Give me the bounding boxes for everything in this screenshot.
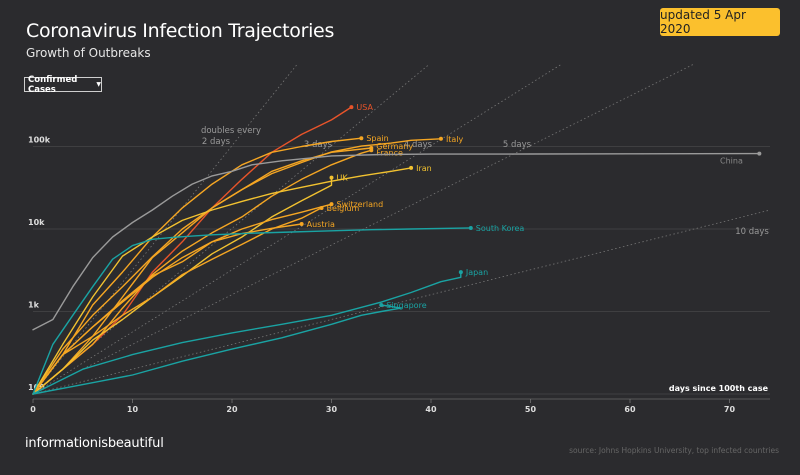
y-tick-label: 10k — [28, 218, 45, 227]
guide-label: 3 days — [304, 140, 333, 150]
series-label: Iran — [416, 164, 432, 173]
series-line-germany — [32, 147, 372, 395]
page-subtitle: Growth of Outbreaks — [26, 46, 151, 60]
x-tick-label: 0 — [30, 405, 36, 414]
guide-label: 10 days — [735, 227, 769, 237]
doubling-guide — [32, 209, 771, 395]
series-line-france — [32, 149, 372, 395]
series-end-point — [329, 202, 334, 207]
series-end-point — [468, 225, 473, 230]
source-note: source: Johns Hopkins University, top in… — [569, 446, 779, 455]
series-line-uk — [32, 176, 333, 395]
series-label: Japan — [465, 268, 488, 277]
updated-badge: updated 5 Apr 2020 — [660, 8, 780, 36]
series-line-singapore — [32, 304, 402, 395]
series-end-point — [349, 105, 354, 110]
guide-label: doubles every — [201, 126, 261, 136]
series-label: Germany — [376, 142, 413, 151]
series-end-point — [409, 165, 414, 170]
brand-logo: informationisbeautiful — [25, 436, 164, 451]
doubling-guide — [32, 63, 695, 395]
chevron-down-icon: ▼ — [96, 81, 101, 88]
series-label: Belgium — [327, 204, 360, 213]
y-tick-label: 100k — [28, 136, 51, 145]
series-end-point — [757, 151, 762, 156]
series-line-south-korea — [32, 227, 472, 395]
series-line-iran — [32, 167, 412, 395]
series-end-point — [379, 302, 384, 307]
page-title: Coronavirus Infection Trajectories — [26, 20, 335, 42]
x-tick-label: 60 — [624, 405, 636, 414]
series-label: Spain — [366, 134, 388, 143]
series-label: UK — [337, 174, 349, 183]
series-label: France — [376, 148, 403, 157]
series-end-point — [369, 148, 374, 153]
series-label: Italy — [446, 135, 464, 144]
y-tick-label: 1k — [28, 301, 40, 310]
x-tick-label: 70 — [724, 405, 736, 414]
series-line-belgium — [32, 207, 323, 395]
series-line-japan — [32, 271, 462, 395]
series-line-spain — [32, 137, 362, 395]
guide-label: 2 days — [202, 137, 231, 147]
guide-label: 4 days — [404, 140, 433, 150]
x-axis-title: days since 100th case — [669, 384, 769, 393]
x-tick-label: 20 — [226, 405, 238, 414]
series-label: Singapore — [386, 301, 426, 310]
guide-label: 5 days — [503, 140, 532, 150]
series-label: USA — [356, 103, 373, 112]
series-label: Austria — [307, 220, 335, 229]
series-end-point — [458, 270, 463, 275]
x-tick-label: 30 — [326, 405, 338, 414]
x-tick-label: 40 — [425, 405, 437, 414]
series-label: South Korea — [476, 224, 525, 233]
series-label: Switzerland — [337, 200, 384, 209]
series-end-point — [438, 136, 443, 141]
metric-selector-label: Confirmed Cases — [28, 74, 78, 95]
series-line-austria — [32, 223, 303, 395]
series-line-china — [32, 152, 760, 331]
metric-selector[interactable]: Confirmed Cases ▼ — [24, 74, 102, 95]
x-tick-label: 50 — [525, 405, 537, 414]
series-end-point — [329, 175, 334, 180]
series-label: China — [720, 157, 743, 166]
series-end-point — [359, 136, 364, 141]
series-end-point — [319, 205, 324, 210]
doubling-guide — [32, 63, 298, 395]
x-tick-label: 10 — [127, 405, 139, 414]
series-end-point — [299, 221, 304, 226]
